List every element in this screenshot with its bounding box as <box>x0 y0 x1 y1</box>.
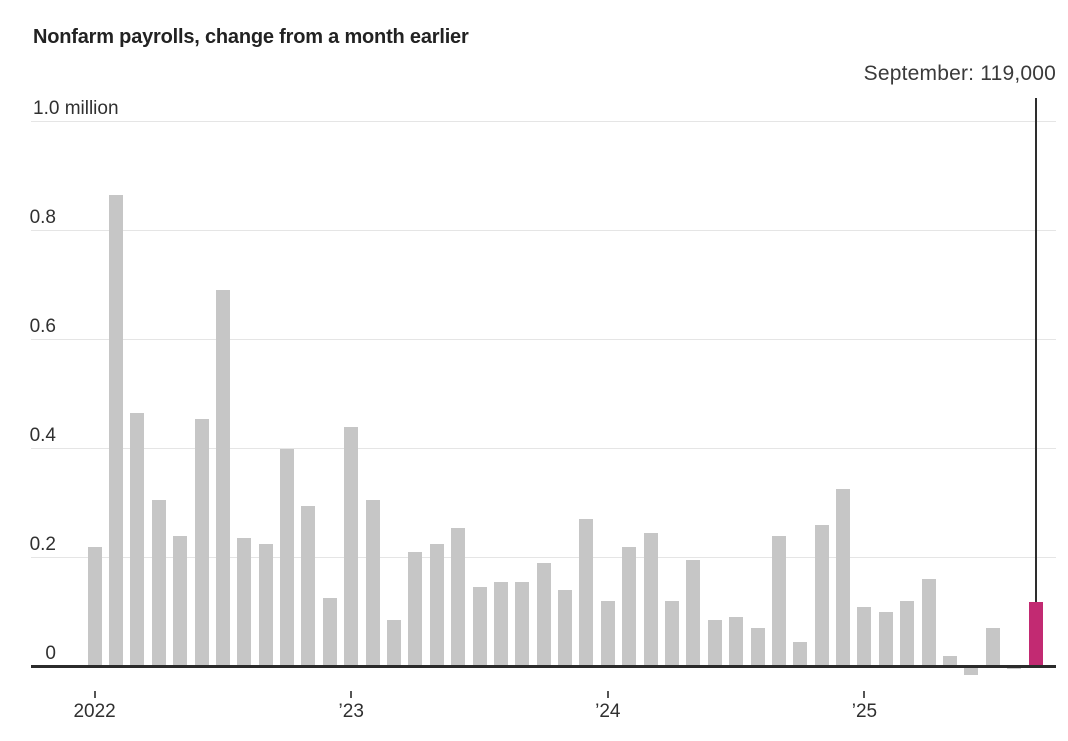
bar-Nov-2024 <box>814 524 829 667</box>
bar-May-2024 <box>686 560 701 667</box>
bar-Jan-2025 <box>857 606 872 667</box>
y-axis-label-0.2: 0.2 <box>29 533 56 555</box>
bar-Jun-2024 <box>707 620 722 667</box>
bar-Jan-2022 <box>87 546 102 667</box>
bar-Mar-2023 <box>386 620 401 667</box>
x-axis-tick-2022 <box>93 691 96 698</box>
x-axis-label-23: ’23 <box>338 701 364 722</box>
bar-Feb-2025 <box>878 612 893 667</box>
bar-Mar-2024 <box>643 532 658 667</box>
highlighted-bar-Sep-2025 <box>1028 601 1043 667</box>
x-axis-label-2022: 2022 <box>73 701 116 722</box>
y-axis-label-0.4: 0.4 <box>29 424 56 446</box>
bar-Sep-2023 <box>515 582 530 667</box>
x-axis-line <box>31 665 1056 668</box>
x-axis-label-24: ’24 <box>595 701 621 722</box>
bar-Jun-2025 <box>964 666 979 675</box>
bar-Apr-2022 <box>151 500 166 667</box>
bar-Nov-2023 <box>558 590 573 667</box>
bar-Apr-2023 <box>408 552 423 667</box>
bar-Jan-2024 <box>600 601 615 667</box>
bar-Jun-2023 <box>451 527 466 667</box>
y-gridline-0.6 <box>31 339 1056 340</box>
bar-Aug-2024 <box>750 628 765 667</box>
y-gridline-1.0-million <box>31 121 1056 122</box>
y-axis-label-1.0-million: 1.0 million <box>33 97 119 119</box>
bar-Apr-2025 <box>921 579 936 667</box>
bar-Aug-2023 <box>493 582 508 667</box>
bar-Jul-2024 <box>729 617 744 667</box>
bar-Oct-2024 <box>793 641 808 667</box>
chart-title: Nonfarm payrolls, change from a month ea… <box>33 26 469 48</box>
bar-Oct-2023 <box>536 562 551 667</box>
bar-Sep-2024 <box>771 535 786 667</box>
y-axis-label-0: 0 <box>45 642 56 664</box>
bar-Feb-2024 <box>622 546 637 667</box>
bar-Apr-2024 <box>664 601 679 667</box>
bar-Aug-2022 <box>237 538 252 667</box>
bar-Mar-2022 <box>130 413 145 667</box>
bar-Oct-2022 <box>280 448 295 667</box>
bar-Dec-2024 <box>836 489 851 667</box>
bar-Jul-2025 <box>985 628 1000 667</box>
x-axis-tick-23 <box>350 691 353 698</box>
x-axis-tick-24 <box>606 691 609 698</box>
y-axis-label-0.8: 0.8 <box>29 206 56 228</box>
bar-Sep-2022 <box>258 543 273 667</box>
bar-Jun-2022 <box>194 418 209 667</box>
y-gridline-0.2 <box>31 557 1056 558</box>
y-axis-label-0.6: 0.6 <box>29 315 56 337</box>
y-gridline-0.8 <box>31 230 1056 231</box>
bar-Jul-2023 <box>472 587 487 667</box>
bar-Nov-2022 <box>301 505 316 667</box>
bar-May-2025 <box>943 655 957 667</box>
chart-annotation-label: September: 119,000 <box>863 62 1056 85</box>
bar-Feb-2023 <box>365 500 380 667</box>
bar-Feb-2022 <box>108 195 123 667</box>
x-axis-tick-25 <box>863 691 866 698</box>
x-axis-label-25: ’25 <box>851 701 878 722</box>
bar-Dec-2023 <box>579 519 594 667</box>
bar-May-2022 <box>173 535 188 667</box>
bar-Mar-2025 <box>900 601 915 667</box>
bar-Dec-2022 <box>322 598 337 667</box>
bar-Jul-2022 <box>215 290 230 667</box>
bar-Jan-2023 <box>344 426 359 667</box>
y-gridline-0.4 <box>31 448 1056 449</box>
bar-May-2023 <box>429 543 444 667</box>
annotation-callout-line <box>1034 98 1037 602</box>
